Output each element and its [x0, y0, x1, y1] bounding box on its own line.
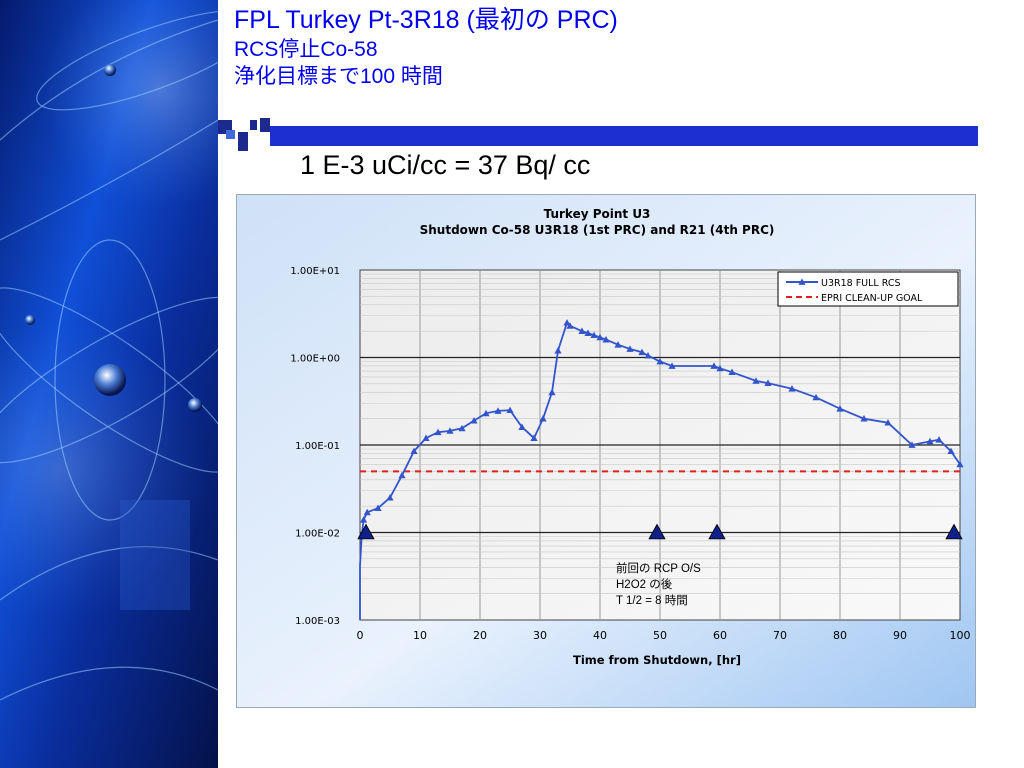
- title-accent-bar: [218, 118, 978, 151]
- legend-label: U3R18 FULL RCS: [821, 278, 901, 289]
- data-point: [764, 379, 772, 386]
- chart-title: Turkey Point U3: [544, 207, 651, 221]
- data-point: [494, 407, 502, 414]
- data-point: [956, 460, 964, 468]
- slide-title-line-2: RCS停止Co-58: [234, 38, 378, 61]
- data-point: [614, 341, 622, 348]
- x-tick-label: 10: [413, 629, 427, 642]
- data-point: [626, 345, 634, 352]
- chart-annotation: 前回の RCP O/S H2O2 の後 T 1/2 = 8 時間: [616, 561, 701, 609]
- data-point: [788, 385, 796, 392]
- x-tick-label: 0: [357, 629, 364, 642]
- data-point: [860, 415, 868, 422]
- data-point: [656, 357, 664, 365]
- data-point: [716, 364, 724, 372]
- data-point: [584, 329, 592, 336]
- data-point: [935, 436, 943, 443]
- slide-title: FPL Turkey Pt-3R18 (最初の PRC): [234, 6, 618, 34]
- data-point: [530, 434, 538, 441]
- data-point: [710, 362, 718, 369]
- data-point: [947, 447, 955, 455]
- legend-marker-u3r18: [798, 278, 806, 285]
- data-point: [578, 327, 586, 335]
- data-point: [363, 508, 371, 516]
- event-marker: [708, 523, 726, 540]
- x-tick-label: 100: [950, 629, 971, 642]
- data-point: [434, 428, 442, 436]
- data-point: [602, 336, 610, 343]
- data-point: [548, 388, 556, 396]
- data-point: [386, 494, 394, 501]
- data-point: [836, 405, 844, 412]
- data-point: [398, 471, 406, 479]
- x-tick-label: 70: [773, 629, 787, 642]
- x-tick-label: 20: [473, 629, 487, 642]
- annotation-line-1: 前回の RCP O/S: [616, 563, 701, 575]
- x-tick-label: 40: [593, 629, 607, 642]
- legend-label: EPRI CLEAN-UP GOAL: [821, 293, 923, 304]
- data-point: [728, 368, 736, 376]
- annotation-line-2: H2O2 の後: [616, 579, 673, 591]
- y-tick-label: 1.00E+01: [290, 266, 340, 277]
- x-tick-label: 60: [713, 629, 727, 642]
- y-tick-label: 1.00E-01: [295, 441, 340, 452]
- unit-conversion-subtitle: 1 E-3 uCi/cc = 37 Bq/ cc: [300, 150, 591, 180]
- x-tick-label: 30: [533, 629, 547, 642]
- data-point: [638, 348, 646, 356]
- data-point: [506, 406, 514, 414]
- data-point: [482, 409, 490, 417]
- data-point: [668, 362, 676, 369]
- series-line-u3r18-full-rcs: [359, 320, 961, 620]
- data-point: [908, 441, 916, 448]
- data-point: [410, 447, 418, 455]
- data-point: [554, 346, 562, 354]
- data-point: [470, 417, 478, 424]
- x-tick-label: 90: [893, 629, 907, 642]
- data-point: [446, 427, 454, 434]
- data-point: [374, 504, 382, 511]
- data-point: [596, 333, 604, 341]
- data-point: [566, 322, 574, 329]
- slide-title-line-3: 浄化目標まで100 時間: [234, 65, 443, 88]
- data-point: [458, 424, 466, 432]
- chart: Turkey Point U3 Shutdown Co-58 U3R18 (1s…: [236, 194, 976, 708]
- data-point: [926, 437, 934, 445]
- annotation-line-3: T 1/2 = 8 時間: [616, 595, 688, 607]
- y-tick-label: 1.00E-02: [295, 529, 340, 540]
- x-axis-label: Time from Shutdown, [hr]: [573, 653, 741, 667]
- y-tick-label: 1.00E+00: [290, 354, 340, 365]
- data-point: [360, 516, 368, 523]
- event-marker: [648, 523, 666, 540]
- x-tick-label: 50: [653, 629, 667, 642]
- data-point: [752, 377, 760, 384]
- data-point: [590, 331, 598, 339]
- data-point: [812, 393, 820, 401]
- data-point: [884, 419, 892, 426]
- event-marker: [357, 523, 375, 540]
- data-point: [518, 423, 526, 431]
- data-point: [563, 319, 571, 326]
- y-tick-label: 1.00E-03: [295, 616, 340, 627]
- data-point: [644, 352, 652, 359]
- chart-panel: Turkey Point U3 Shutdown Co-58 U3R18 (1s…: [236, 194, 976, 708]
- decorative-side-art: [0, 0, 218, 768]
- event-marker: [945, 523, 963, 540]
- data-point: [539, 415, 547, 422]
- chart-subtitle: Shutdown Co-58 U3R18 (1st PRC) and R21 (…: [420, 223, 775, 237]
- chart-legend: U3R18 FULL RCS EPRI CLEAN-UP GOAL: [777, 271, 959, 307]
- data-point: [422, 434, 430, 441]
- x-tick-label: 80: [833, 629, 847, 642]
- slide-titles: FPL Turkey Pt-3R18 (最初の PRC) RCS停止Co-58 …: [234, 4, 618, 90]
